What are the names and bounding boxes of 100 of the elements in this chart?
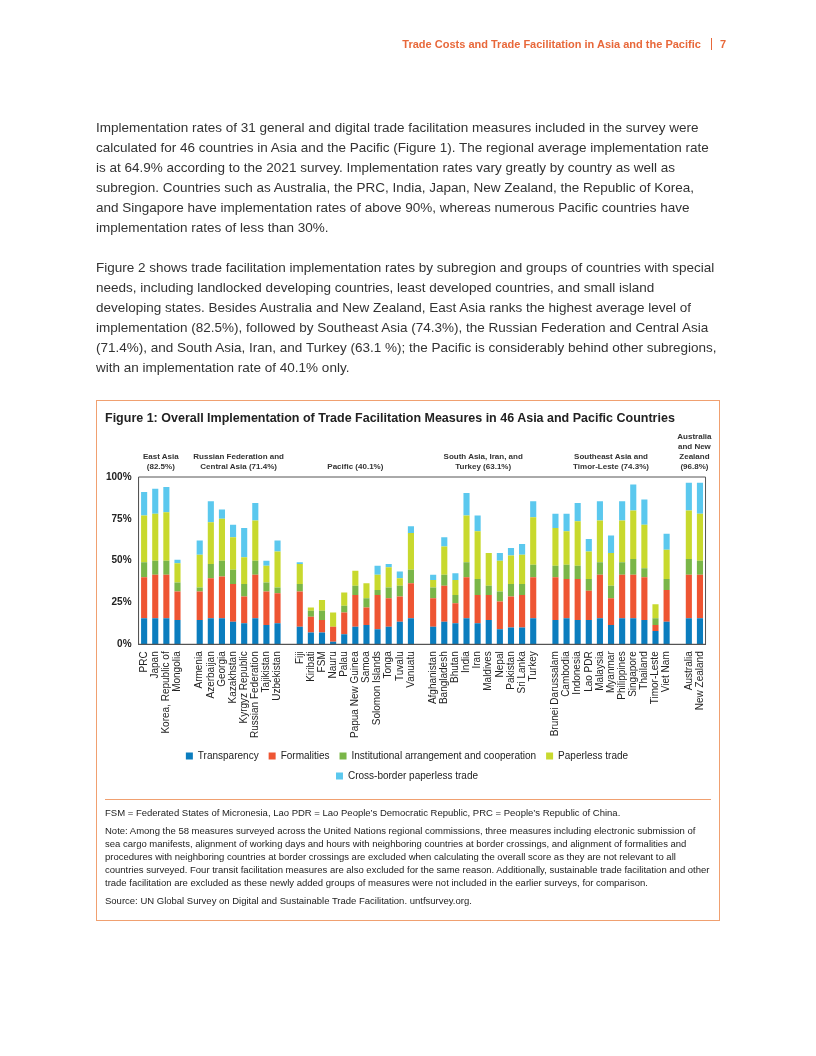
- bar: [363, 607, 370, 626]
- bar: [585, 579, 592, 591]
- x-tick-label: Bangladesh: [438, 651, 450, 705]
- bar: [630, 484, 637, 511]
- x-tick-label: Nauru: [326, 651, 338, 679]
- bar: [507, 548, 515, 556]
- bar: [218, 618, 226, 645]
- bar: [174, 559, 181, 564]
- x-tick-label: FSM: [315, 651, 327, 673]
- bar: [218, 560, 226, 577]
- bar: [574, 521, 581, 566]
- bar: [196, 540, 203, 555]
- bar: [163, 574, 170, 619]
- bar: [552, 528, 559, 566]
- bar: [641, 577, 648, 621]
- x-tick-label: Australia: [682, 650, 694, 691]
- bar: [385, 563, 392, 568]
- bar: [463, 577, 470, 619]
- bar: [174, 563, 181, 583]
- chart-title: Figure 1: Overall Implementation of Trade Facilitation Measures in 46 Asia and Pacific Countries: [104, 411, 676, 425]
- bar: [163, 487, 170, 513]
- bar: [563, 564, 570, 580]
- x-tick-label: New Zealand: [693, 651, 705, 711]
- bar: [530, 564, 537, 578]
- bar: [685, 558, 692, 575]
- bar: [263, 625, 270, 645]
- x-tick-label: Timor-Leste: [649, 650, 661, 705]
- bar: [663, 549, 670, 580]
- bar: [552, 577, 559, 621]
- bar: [441, 621, 448, 645]
- bar: [530, 517, 537, 565]
- bar: [463, 492, 470, 516]
- legend-label: Paperless trade: [558, 749, 629, 761]
- bar: [385, 567, 392, 588]
- x-tick-label: India: [460, 650, 472, 673]
- bar: [385, 598, 392, 627]
- bar: [218, 518, 226, 561]
- bar: [485, 553, 492, 586]
- bar: [230, 621, 237, 645]
- bar: [430, 579, 437, 588]
- x-tick-label: Kazakhstan: [226, 651, 238, 704]
- bar: [174, 582, 181, 592]
- x-tick-label: Cambodia: [560, 650, 572, 697]
- bar: [652, 625, 659, 631]
- bar: [485, 620, 492, 645]
- bar: [352, 585, 359, 595]
- bar: [596, 520, 603, 563]
- bar: [607, 535, 615, 554]
- x-tick-label: Philippines: [615, 651, 627, 700]
- bar: [463, 618, 470, 645]
- bar: [330, 626, 337, 642]
- bar: [585, 538, 592, 552]
- bar: [619, 618, 626, 645]
- x-tick-label: Japan: [149, 651, 160, 679]
- bar: [296, 563, 303, 585]
- x-tick-label: Lao PDR: [582, 651, 594, 692]
- bar: [374, 589, 381, 595]
- bar: [307, 607, 314, 611]
- bar: [196, 587, 203, 592]
- bar: [585, 590, 592, 621]
- bar: [530, 577, 537, 619]
- bar: [496, 553, 503, 561]
- bar: [519, 627, 526, 645]
- y-tick-label: 25%: [111, 596, 132, 608]
- x-tick-label: Thailand: [638, 651, 650, 690]
- bar: [474, 515, 481, 532]
- bar: [496, 601, 503, 630]
- x-tick-label: Malaysia: [593, 650, 605, 691]
- bar: [663, 589, 670, 622]
- x-tick-label: Korea, Republic of: [160, 651, 172, 734]
- bar: [663, 533, 670, 550]
- x-tick-label: Pakistan: [504, 651, 516, 690]
- bar: [574, 620, 581, 645]
- bar: [152, 618, 159, 645]
- bar: [207, 578, 214, 619]
- bar: [452, 623, 459, 645]
- x-tick-label: Azerbaijan: [204, 651, 216, 699]
- bar: [507, 584, 515, 597]
- bar: [241, 584, 248, 597]
- bar: [596, 574, 603, 619]
- bar: [607, 598, 615, 626]
- bar: [430, 587, 437, 599]
- bar: [652, 618, 659, 626]
- bar: [196, 620, 203, 645]
- bar: [619, 520, 626, 563]
- bar: [585, 620, 592, 645]
- bar: [307, 632, 314, 645]
- x-tick-label: Tonga: [382, 650, 394, 679]
- bar: [207, 522, 214, 564]
- bar: [407, 526, 414, 534]
- bar: [396, 585, 403, 597]
- bar: [530, 618, 537, 645]
- bar: [474, 531, 481, 580]
- text: East Asia (82.5%): [142, 452, 180, 472]
- bar: [485, 585, 492, 595]
- bar: [152, 560, 159, 575]
- bar: [141, 492, 148, 516]
- bar: [252, 618, 259, 645]
- x-tick-label: Papua New Guinea: [349, 650, 361, 739]
- bar: [696, 574, 704, 619]
